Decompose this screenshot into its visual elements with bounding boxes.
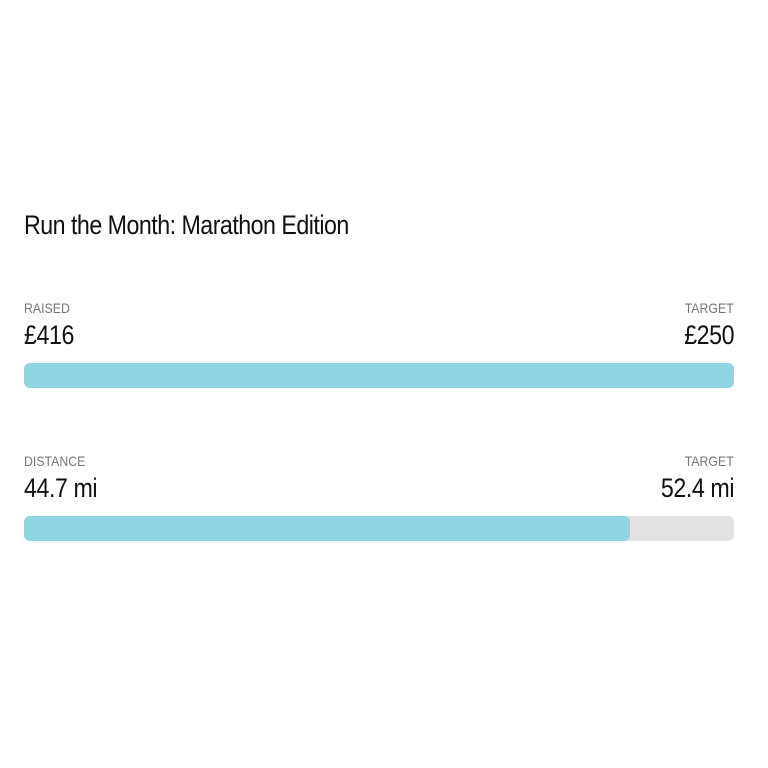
progress-fill	[24, 363, 734, 388]
progress-track	[24, 363, 734, 388]
target-label: TARGET	[684, 300, 734, 316]
progress-value: £416	[24, 320, 74, 350]
progress-fill	[24, 516, 630, 541]
progress-block: DISTANCE TARGET 44.7 mi 52.4 mi	[24, 453, 734, 553]
progress-value: 44.7 mi	[24, 473, 98, 503]
target-label: TARGET	[684, 453, 734, 469]
progress-label: DISTANCE	[24, 453, 86, 469]
progress-track	[24, 516, 734, 541]
progress-label: RAISED	[24, 300, 70, 316]
target-value: 52.4 mi	[660, 473, 735, 503]
progress-block: RAISED TARGET £416 £250	[24, 300, 734, 400]
target-value: £250	[684, 320, 734, 350]
campaign-title: Run the Month: Marathon Edition	[24, 210, 349, 240]
